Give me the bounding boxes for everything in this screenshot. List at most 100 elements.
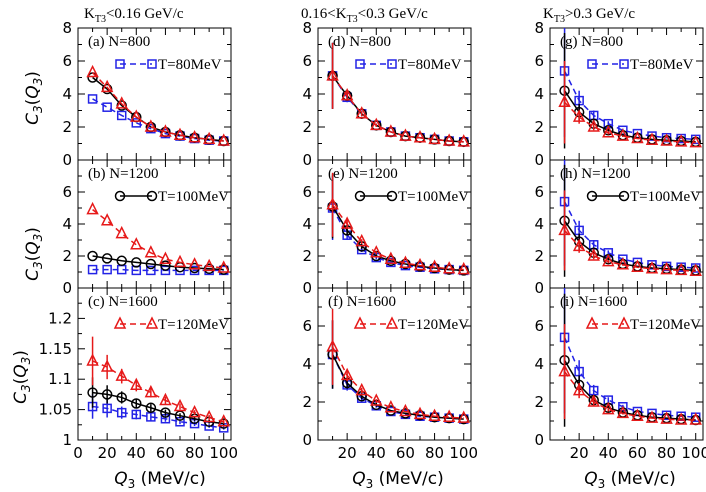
data-point [689, 263, 702, 276]
y-tick-label: 0 [534, 151, 544, 169]
series-line [92, 268, 224, 272]
data-point [689, 412, 702, 425]
data-point [144, 245, 158, 258]
data-point [355, 233, 368, 247]
data-point [413, 257, 427, 271]
legend-label: T=80MeV [398, 57, 462, 73]
data-point [645, 261, 659, 274]
series-red [86, 64, 230, 146]
series-line [331, 346, 464, 419]
y-tick-label: 6 [302, 183, 312, 201]
data-point [188, 404, 201, 418]
data-point [100, 213, 114, 226]
data-point [146, 265, 156, 276]
data-point [587, 119, 600, 132]
y-tick-label: 0 [302, 431, 312, 449]
data-point [442, 261, 456, 274]
series-red [326, 172, 470, 275]
series-line [92, 98, 224, 142]
data-point [130, 109, 143, 122]
data-point [326, 197, 339, 210]
legend-marker [145, 316, 159, 329]
y-tick-label: 2 [534, 118, 544, 136]
series-line [92, 405, 224, 429]
data-point [217, 260, 230, 273]
data-point [131, 398, 142, 409]
series-line [563, 220, 696, 272]
data-point [145, 402, 157, 414]
y-tick-label: 6 [302, 317, 312, 335]
data-point [370, 393, 383, 406]
data-point [384, 400, 398, 413]
legend-marker [619, 59, 629, 69]
y-tick-label: 2 [534, 247, 544, 265]
series-red [558, 324, 702, 425]
data-point [399, 403, 412, 417]
data-point [188, 257, 201, 270]
data-point [115, 368, 128, 381]
data-point [87, 264, 98, 275]
x-tick-label: 80 [657, 444, 676, 462]
y-tick-label: 6 [534, 317, 544, 335]
series-black [559, 293, 701, 427]
legend: T=100MeV [586, 189, 701, 205]
legend: T=80MeV [355, 57, 462, 73]
svg-text:C3(Q3): C3(Q3) [11, 350, 33, 404]
y-tick-label: 0 [62, 151, 72, 169]
ylabel-row-3: C3(Q3) [11, 350, 33, 404]
y-tick-label: 6 [534, 183, 544, 201]
data-point [159, 392, 172, 406]
column-title-1: KT3<0.16 GeV/c [84, 6, 184, 25]
data-point [160, 407, 171, 418]
y-tick-label: 6 [62, 183, 72, 201]
data-point [116, 110, 127, 121]
panel-label: (d) N=800 [328, 34, 391, 50]
x-tick-label: 40 [367, 444, 386, 462]
y-tick-label: 6 [302, 52, 312, 70]
series-line [92, 72, 224, 142]
data-point [173, 254, 187, 268]
data-point [616, 405, 630, 419]
data-point [101, 389, 113, 400]
series-black [559, 32, 701, 149]
data-point [616, 128, 630, 141]
data-point [159, 124, 172, 137]
x-tick-label: 40 [599, 444, 618, 462]
data-point [173, 127, 187, 140]
data-point [217, 133, 230, 146]
y-tick-label: 1.2 [48, 309, 72, 327]
panel-g: 0 2 4 6 8 (g) N=800 T=80MeV [534, 19, 704, 169]
y-tick-label: 4 [534, 355, 544, 373]
series-blue [87, 394, 229, 433]
panel-label: (i) N=1600 [560, 294, 627, 310]
y-tick-label: 2 [62, 247, 72, 265]
x-tick-label: 100 [681, 444, 706, 462]
legend: T=120MeV [113, 316, 229, 333]
data-point [457, 410, 470, 423]
series-line [331, 204, 464, 271]
y-tick-label: 4 [302, 355, 312, 373]
ylabel-row-1: C3(Q3) [23, 71, 45, 125]
series-red [326, 42, 470, 147]
legend-marker [354, 190, 366, 202]
data-point [587, 248, 600, 261]
y-tick-label: 4 [62, 85, 72, 103]
x-tick-label: 0 [73, 444, 83, 462]
legend-label: T=80MeV [630, 57, 694, 73]
series-line [92, 209, 224, 269]
series-red [558, 190, 702, 276]
legend-label: T=120MeV [398, 317, 469, 333]
series-line [92, 255, 224, 271]
data-point [115, 96, 128, 109]
data-point [428, 259, 441, 272]
series-line [92, 360, 224, 423]
xlabel-col-1: Q3 (MeV/c) [114, 469, 206, 491]
panel-c: 0 20 40 60 80 100 1 1.05 1.1 1.15 1.2 (c) N=1600T=1… [39, 287, 238, 462]
data-point [689, 134, 702, 148]
series-line [331, 354, 464, 420]
y-tick-label: 8 [534, 19, 544, 37]
data-point [131, 409, 142, 420]
data-point [116, 255, 127, 267]
series-line [563, 359, 696, 421]
